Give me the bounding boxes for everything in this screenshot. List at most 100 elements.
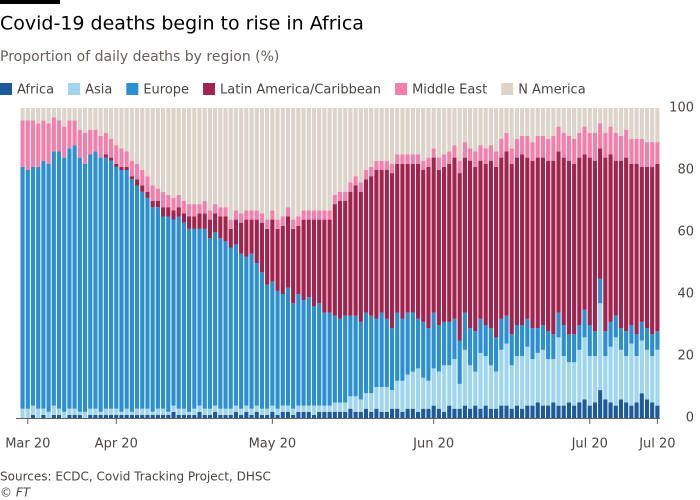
bar-segment [639, 108, 644, 139]
bar-segment [296, 108, 301, 217]
bar-segment [535, 352, 540, 403]
bar-segment [598, 108, 603, 124]
bar-segment [431, 368, 436, 406]
bar-segment [530, 142, 535, 161]
legend-label: Latin America/Caribbean [220, 83, 381, 98]
bar-segment [134, 414, 140, 418]
bar-segment [202, 108, 207, 201]
legend-label: Asia [85, 83, 112, 98]
bar-segment [608, 126, 613, 155]
bar-segment [20, 108, 25, 121]
bar-segment [379, 160, 384, 170]
bar-segment [280, 405, 285, 412]
bar-segment [114, 108, 119, 146]
bar-segment [72, 108, 77, 121]
bar-segment [494, 108, 499, 152]
bar-segment [119, 166, 124, 170]
bar-segment [608, 108, 613, 127]
bar-segment [447, 405, 452, 418]
bar-segment [644, 328, 650, 350]
bar-segment [41, 108, 46, 121]
bar-segment [25, 408, 30, 418]
bar-segment [592, 356, 598, 403]
bar-segment [379, 411, 384, 418]
bar-segment [629, 108, 634, 139]
bar-segment [499, 139, 504, 158]
bar-segment [561, 325, 566, 356]
bar-segment [301, 300, 306, 406]
bar-segment [259, 213, 265, 223]
bar-segment [478, 145, 483, 161]
bar-segment [452, 108, 457, 146]
bar-segment [592, 108, 598, 133]
bar-segment [426, 157, 431, 167]
bar-segment [655, 405, 660, 418]
bar-segment [478, 352, 483, 409]
bar-segment [540, 349, 546, 406]
bar-segment [108, 108, 114, 139]
bar-segment [150, 201, 155, 208]
bar-segment [634, 108, 639, 139]
bar-segment [525, 157, 530, 319]
bar-segment [275, 108, 280, 220]
bar-segment [644, 349, 650, 400]
bar-segment [473, 371, 478, 406]
bar-segment [488, 160, 493, 329]
bar-segment [270, 210, 275, 220]
bar-segment [363, 179, 369, 313]
bar-segment [285, 207, 291, 217]
bar-segment [634, 139, 639, 164]
bar-segment [415, 163, 421, 319]
bar-segment [452, 157, 457, 319]
bar-segment [561, 405, 566, 418]
bar-segment [462, 405, 467, 418]
bar-segment [301, 210, 306, 220]
bar-segment [306, 297, 311, 406]
bar-segment [540, 135, 546, 158]
bar-segment [291, 414, 296, 418]
bar-segment [218, 108, 223, 208]
bar-segment [389, 163, 395, 174]
bar-segment [608, 321, 613, 347]
bar-segment [655, 142, 660, 164]
bar-segment [41, 160, 46, 409]
bar-segment [337, 191, 343, 201]
bar-segment [634, 334, 639, 356]
bar-segment [468, 160, 473, 329]
bar-segment [280, 294, 285, 406]
bar-segment [124, 166, 129, 170]
bar-segment [98, 135, 103, 158]
bar-segment [441, 365, 447, 412]
bar-segment [233, 411, 239, 418]
bar-segment [265, 219, 270, 229]
bar-segment [488, 108, 493, 146]
bar-segment [134, 179, 140, 186]
bar-segment [228, 228, 233, 248]
bar-segment [577, 349, 582, 403]
bar-segment [624, 402, 629, 418]
bar-segment [353, 176, 358, 186]
bar-segment [389, 108, 395, 164]
bar-segment [72, 120, 77, 146]
bar-segment [327, 219, 332, 313]
bar-segment [108, 139, 114, 158]
bar-segment [415, 108, 421, 155]
bar-segment [30, 405, 36, 415]
bar-segment [447, 151, 452, 164]
bar-segment [462, 142, 467, 158]
bar-segment [431, 157, 436, 313]
bar-segment [494, 371, 499, 409]
bar-segment [93, 151, 98, 409]
bar-segment [509, 408, 514, 418]
bar-segment [644, 166, 650, 329]
bar-segment [280, 108, 285, 217]
bar-segment [275, 290, 280, 409]
bar-segment [322, 312, 327, 406]
bar-segment [384, 170, 389, 319]
bar-segment [436, 157, 441, 170]
bar-segment [551, 160, 556, 335]
bar-segment [187, 108, 192, 205]
bar-segment [311, 405, 317, 415]
bar-segment [197, 213, 202, 229]
bar-segment [337, 108, 343, 192]
